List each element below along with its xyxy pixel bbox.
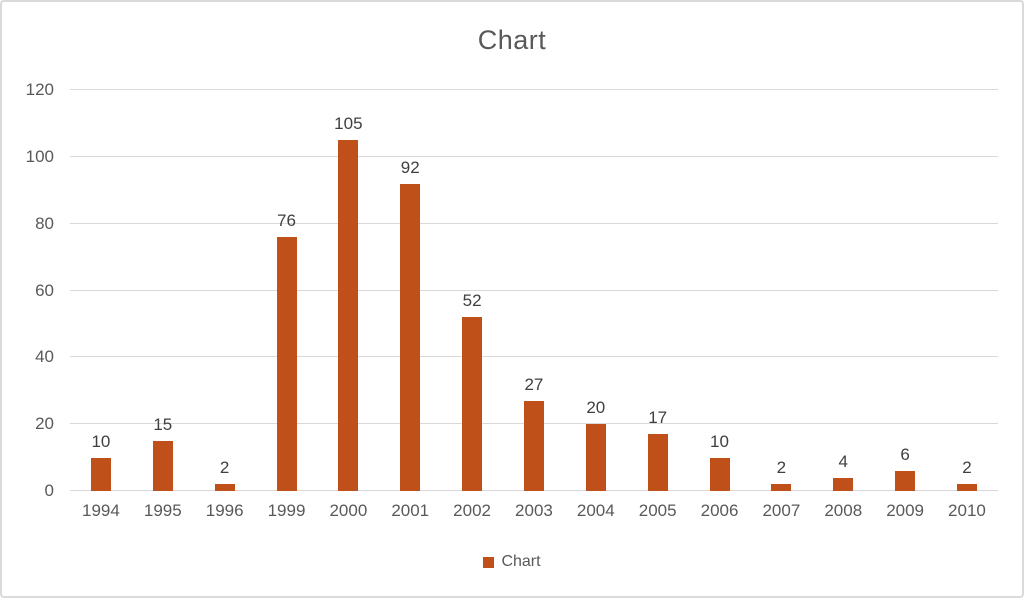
x-tick-label: 2001 bbox=[391, 501, 430, 520]
x-tick-label: 2004 bbox=[576, 501, 615, 520]
data-label: 17 bbox=[648, 408, 668, 428]
bar bbox=[895, 470, 916, 491]
bar-column: 27 bbox=[503, 90, 565, 491]
legend-label: Chart bbox=[501, 553, 541, 570]
bar bbox=[152, 440, 173, 491]
bar-column: 76 bbox=[256, 90, 318, 491]
y-tick-label: 20 bbox=[35, 414, 54, 434]
legend: Chart bbox=[2, 553, 1022, 571]
data-label: 2 bbox=[776, 458, 787, 478]
bar-column: 10 bbox=[689, 90, 751, 491]
gridline bbox=[70, 89, 998, 90]
bar bbox=[90, 457, 111, 491]
y-tick-label: 60 bbox=[35, 280, 54, 300]
x-tick-label: 2005 bbox=[638, 501, 677, 520]
x-axis-labels: 1994 1995 1996 1999 2000 2001 2002 2003 2004 2005… bbox=[70, 501, 998, 521]
data-label: 2 bbox=[219, 458, 230, 478]
bar bbox=[400, 183, 421, 491]
bar-column: 4 bbox=[812, 90, 874, 491]
x-tick-label: 1999 bbox=[267, 501, 306, 520]
bar bbox=[462, 317, 483, 491]
plot-area: 0 20 40 60 80 100 120 10 15 2 76 105 92 52 27 20 17 10 2 4… bbox=[26, 80, 998, 500]
bar bbox=[956, 484, 977, 491]
y-tick-label: 40 bbox=[35, 347, 54, 367]
data-label: 4 bbox=[838, 451, 848, 471]
bar bbox=[276, 237, 297, 491]
data-label: 6 bbox=[900, 444, 910, 464]
bar-column: 52 bbox=[441, 90, 503, 491]
data-label: 76 bbox=[277, 211, 296, 231]
data-label: 52 bbox=[462, 291, 482, 311]
data-label: 2 bbox=[962, 458, 972, 478]
x-tick-label: 2000 bbox=[329, 501, 368, 520]
bar bbox=[771, 484, 792, 491]
gridline bbox=[70, 289, 998, 291]
data-label: 27 bbox=[524, 374, 544, 394]
bar bbox=[523, 400, 544, 491]
x-tick-label: 1996 bbox=[205, 501, 244, 520]
data-label: 105 bbox=[334, 114, 363, 134]
gridline bbox=[70, 222, 998, 224]
y-tick-label: 0 bbox=[44, 481, 54, 500]
y-tick-label: 120 bbox=[25, 80, 54, 99]
legend-swatch-icon bbox=[483, 556, 495, 568]
bar-column: 92 bbox=[379, 90, 441, 491]
data-label: 92 bbox=[400, 157, 420, 177]
bar-column: 2 bbox=[936, 90, 998, 491]
data-label: 15 bbox=[153, 414, 173, 434]
x-tick-label: 2003 bbox=[515, 501, 553, 520]
bar-column: 6 bbox=[874, 90, 936, 491]
x-tick-label: 2008 bbox=[824, 501, 863, 520]
x-tick-label: 2006 bbox=[700, 501, 739, 520]
gridline bbox=[70, 356, 998, 358]
bar-column: 15 bbox=[132, 90, 194, 491]
bar-column: 17 bbox=[627, 90, 689, 491]
data-label: 10 bbox=[710, 431, 729, 451]
bar-column: 2 bbox=[194, 90, 256, 491]
chart-title: Chart bbox=[477, 25, 547, 55]
bar-column: 2 bbox=[750, 90, 812, 491]
bar bbox=[833, 477, 854, 491]
data-label: 10 bbox=[91, 431, 111, 451]
data-label: 20 bbox=[586, 398, 606, 418]
x-tick-label: 2010 bbox=[948, 501, 986, 520]
bar-series: 10 15 2 76 105 92 52 27 20 17 10 2 4 6 2 bbox=[70, 90, 998, 491]
y-tick-label: 80 bbox=[35, 213, 54, 233]
bar bbox=[585, 424, 606, 491]
bar bbox=[647, 434, 668, 491]
bar bbox=[709, 457, 730, 491]
bar-column: 105 bbox=[317, 90, 379, 491]
x-tick-label: 2002 bbox=[453, 501, 491, 520]
x-tick-label: 1994 bbox=[82, 501, 120, 520]
x-tick-label: 2009 bbox=[886, 501, 925, 520]
bar-column: 20 bbox=[565, 90, 627, 491]
bar bbox=[214, 484, 235, 491]
bar bbox=[338, 140, 359, 491]
x-tick-label: 1995 bbox=[143, 501, 182, 520]
x-tick-label: 2007 bbox=[762, 501, 801, 520]
gridline bbox=[70, 155, 998, 157]
y-tick-label: 100 bbox=[25, 146, 54, 166]
bar-column: 10 bbox=[70, 90, 132, 491]
